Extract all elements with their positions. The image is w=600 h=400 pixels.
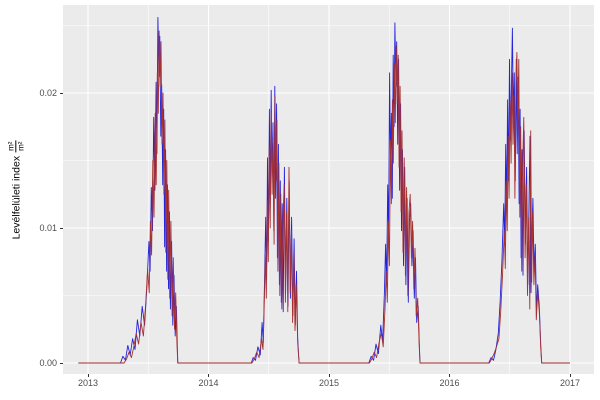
x-tick — [328, 374, 330, 377]
x-tick — [87, 374, 89, 377]
y-tick-label: 0.02 — [39, 88, 57, 98]
y-tick — [60, 362, 63, 364]
y-tick-label: 0.01 — [39, 223, 57, 233]
blue-line-series — [78, 16, 570, 364]
x-tick — [208, 374, 209, 377]
x-tick-label: 2015 — [318, 378, 340, 388]
x-tick-label: 2014 — [198, 378, 219, 388]
y-tick — [60, 92, 63, 94]
plot-canvas — [63, 5, 594, 374]
plot-panel — [63, 5, 594, 374]
y-axis-unit-denominator: m² — [16, 141, 26, 151]
x-tick-label: 2013 — [77, 378, 99, 388]
y-tick — [60, 227, 63, 229]
y-axis-unit-numerator: m² — [6, 140, 17, 152]
major-gridlines — [63, 5, 594, 374]
red-line-series — [78, 30, 570, 364]
data-series — [78, 16, 570, 364]
x-tick-label: 2017 — [559, 378, 581, 388]
y-tick-label: 0.00 — [39, 358, 57, 368]
x-tick — [449, 374, 450, 377]
x-tick — [569, 374, 571, 377]
x-tick-label: 2016 — [439, 378, 460, 388]
y-axis-unit-fraction: m² m² — [6, 140, 26, 152]
